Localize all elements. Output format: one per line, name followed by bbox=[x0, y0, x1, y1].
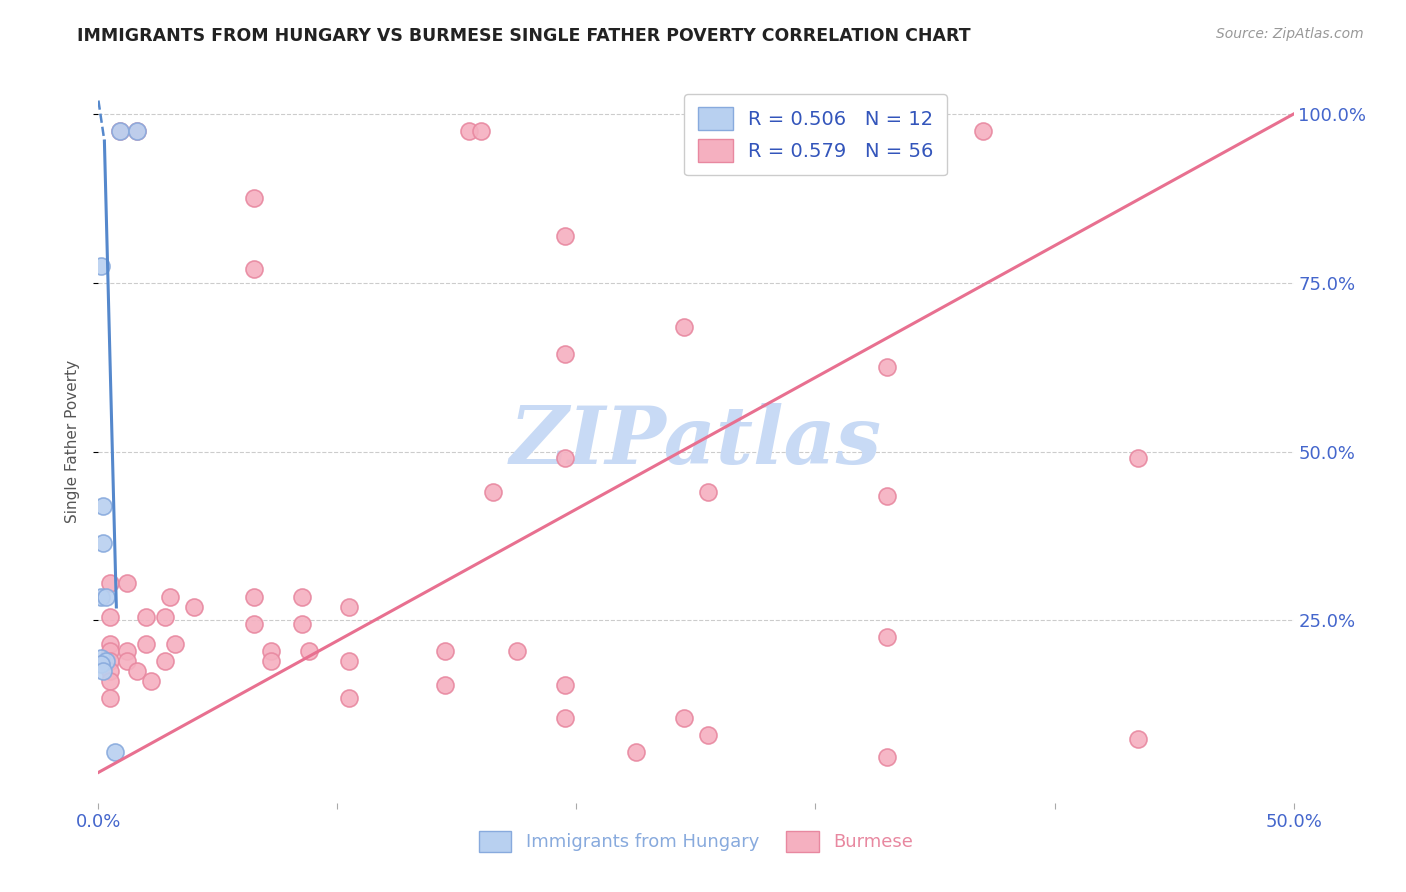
Point bbox=[163, 637, 186, 651]
Point bbox=[554, 678, 576, 692]
Point bbox=[91, 536, 114, 550]
Point bbox=[554, 711, 576, 725]
Text: ZIPatlas: ZIPatlas bbox=[510, 403, 882, 480]
Point bbox=[554, 228, 576, 243]
Point bbox=[98, 674, 122, 689]
Point bbox=[243, 616, 266, 631]
Point bbox=[876, 750, 898, 764]
Point bbox=[1128, 451, 1150, 466]
Point bbox=[115, 576, 138, 591]
Point bbox=[98, 654, 122, 668]
Point bbox=[91, 499, 114, 513]
Point bbox=[94, 654, 117, 668]
Point bbox=[673, 319, 696, 334]
Point bbox=[90, 657, 112, 672]
Point bbox=[104, 745, 127, 759]
Point bbox=[91, 664, 114, 678]
Point bbox=[470, 124, 492, 138]
Point bbox=[155, 610, 177, 624]
Point bbox=[458, 124, 481, 138]
Point bbox=[98, 610, 122, 624]
Point bbox=[259, 654, 281, 668]
Point bbox=[259, 644, 281, 658]
Point bbox=[90, 590, 112, 604]
Point bbox=[125, 124, 148, 138]
Point bbox=[115, 644, 138, 658]
Point bbox=[1128, 731, 1150, 746]
Point bbox=[972, 124, 994, 138]
Point bbox=[98, 691, 122, 706]
Point bbox=[339, 691, 361, 706]
Point bbox=[554, 347, 576, 361]
Point bbox=[291, 616, 314, 631]
Point bbox=[98, 644, 122, 658]
Point bbox=[506, 644, 529, 658]
Point bbox=[98, 637, 122, 651]
Point bbox=[108, 124, 131, 138]
Point bbox=[125, 664, 148, 678]
Point bbox=[554, 451, 576, 466]
Point bbox=[159, 590, 181, 604]
Point bbox=[108, 124, 131, 138]
Point bbox=[697, 728, 720, 742]
Point bbox=[135, 637, 157, 651]
Point bbox=[90, 650, 112, 665]
Point bbox=[339, 654, 361, 668]
Point bbox=[291, 590, 314, 604]
Legend: Immigrants from Hungary, Burmese: Immigrants from Hungary, Burmese bbox=[471, 823, 921, 859]
Point bbox=[98, 576, 122, 591]
Point bbox=[243, 191, 266, 205]
Point bbox=[339, 599, 361, 614]
Point bbox=[155, 654, 177, 668]
Point bbox=[673, 711, 696, 725]
Point bbox=[876, 489, 898, 503]
Point bbox=[243, 590, 266, 604]
Point bbox=[243, 262, 266, 277]
Point bbox=[434, 678, 457, 692]
Point bbox=[697, 485, 720, 500]
Y-axis label: Single Father Poverty: Single Father Poverty bbox=[65, 360, 80, 523]
Point bbox=[481, 485, 505, 500]
Point bbox=[876, 360, 898, 375]
Point bbox=[298, 644, 321, 658]
Point bbox=[90, 259, 112, 273]
Point bbox=[135, 610, 157, 624]
Text: Source: ZipAtlas.com: Source: ZipAtlas.com bbox=[1216, 27, 1364, 41]
Text: IMMIGRANTS FROM HUNGARY VS BURMESE SINGLE FATHER POVERTY CORRELATION CHART: IMMIGRANTS FROM HUNGARY VS BURMESE SINGL… bbox=[77, 27, 972, 45]
Point bbox=[183, 599, 205, 614]
Point bbox=[94, 590, 117, 604]
Point bbox=[139, 674, 162, 689]
Point bbox=[626, 745, 648, 759]
Point bbox=[98, 664, 122, 678]
Point bbox=[115, 654, 138, 668]
Point bbox=[876, 631, 898, 645]
Point bbox=[434, 644, 457, 658]
Point bbox=[125, 124, 148, 138]
